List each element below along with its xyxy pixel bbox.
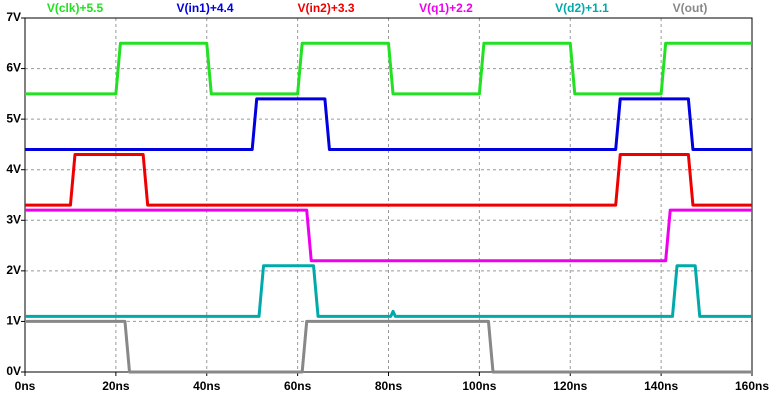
y-tick-label: 7V [6,10,21,24]
legend-entry: V(clk)+5.5 [47,1,104,15]
waveform [25,208,752,263]
y-tick-label: 2V [6,263,21,277]
x-tick-label: 160ns [735,379,769,393]
x-tick-label: 120ns [553,379,587,393]
waveform [25,41,752,96]
waveform [25,319,752,374]
waveform [25,153,752,207]
x-tick-label: 40ns [193,379,221,393]
x-tick-label: 140ns [644,379,678,393]
y-tick-label: 5V [6,111,21,125]
plot-frame [24,17,753,373]
x-tick-label: 20ns [102,379,130,393]
y-tick-label: 3V [6,212,21,226]
y-tick-label: 1V [6,314,21,328]
x-tick-label: 60ns [284,379,312,393]
x-tick-label: 80ns [375,379,403,393]
legend-entry: V(in1)+4.4 [176,1,233,15]
waveform [25,264,752,318]
y-tick-label: 6V [6,61,21,75]
x-tick-label: 0ns [15,379,36,393]
y-tick-label: 0V [6,364,21,378]
y-tick-label: 4V [6,162,21,176]
legend-entry: V(q1)+2.2 [419,1,473,15]
x-tick-label: 100ns [462,379,496,393]
waveform [25,97,752,151]
legend-entry: V(in2)+3.3 [297,1,354,15]
legend-entry: V(d2)+1.1 [555,1,609,15]
legend-entry: V(out) [673,1,708,15]
